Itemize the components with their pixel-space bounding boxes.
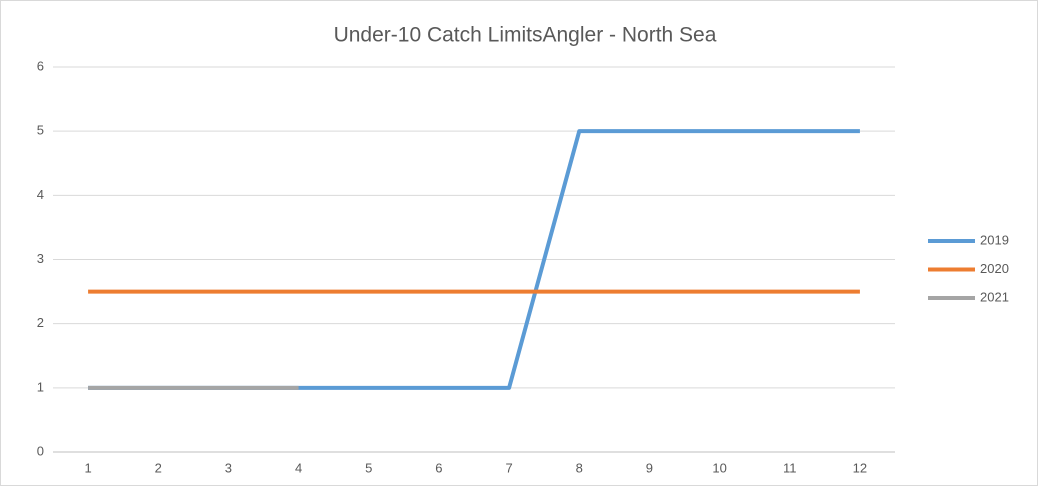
y-tick-label: 2 — [37, 315, 44, 330]
x-tick-label: 3 — [225, 460, 232, 475]
y-tick-label: 6 — [37, 58, 44, 73]
x-tick-label: 10 — [712, 460, 726, 475]
y-tick-label: 1 — [37, 379, 44, 394]
x-tick-label: 2 — [155, 460, 162, 475]
y-tick-label: 0 — [37, 443, 44, 458]
x-tick-label: 6 — [435, 460, 442, 475]
x-tick-label: 1 — [84, 460, 91, 475]
x-tick-label: 7 — [505, 460, 512, 475]
x-tick-label: 9 — [646, 460, 653, 475]
y-tick-label: 4 — [37, 187, 44, 202]
legend-label: 2019 — [980, 232, 1009, 247]
x-tick-label: 12 — [853, 460, 867, 475]
y-tick-label: 3 — [37, 251, 44, 266]
x-tick-label: 8 — [576, 460, 583, 475]
legend-label: 2020 — [980, 261, 1009, 276]
chart-title: Under-10 Catch LimitsAngler - North Sea — [334, 24, 717, 47]
x-tick-label: 11 — [783, 460, 797, 475]
legend-label: 2021 — [980, 289, 1009, 304]
x-tick-label: 4 — [295, 460, 302, 475]
y-tick-label: 5 — [37, 123, 44, 138]
x-tick-label: 5 — [365, 460, 372, 475]
